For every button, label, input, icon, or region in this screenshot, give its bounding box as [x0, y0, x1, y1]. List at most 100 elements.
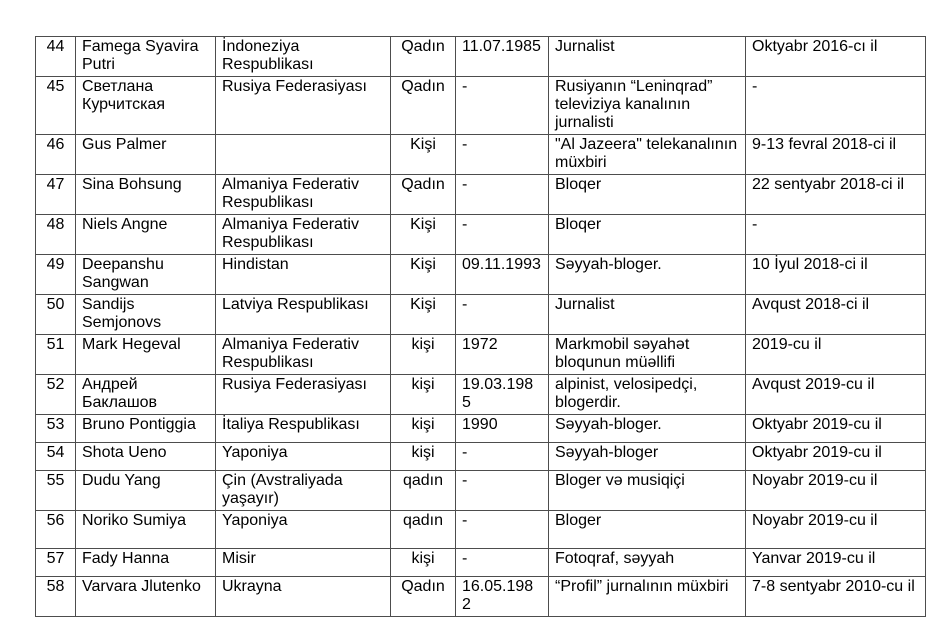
row-number: 45 — [35, 76, 76, 135]
person-country: İndoneziya Respublikası — [215, 36, 391, 77]
person-name: Niels Angne — [75, 214, 216, 255]
person-birthdate: - — [455, 174, 549, 215]
table-row: 50 Sandijs Semjonovs Latviya Respublikas… — [35, 294, 926, 335]
event-date: - — [745, 76, 926, 135]
persons-table: 44 Famega Syavira Putri İndoneziya Respu… — [35, 36, 926, 617]
person-country: Rusiya Federasiyası — [215, 76, 391, 135]
person-name: Андрей Баклашов — [75, 374, 216, 415]
person-name: Noriko Sumiya — [75, 510, 216, 549]
row-number: 49 — [35, 254, 76, 295]
row-number: 57 — [35, 548, 76, 577]
person-occupation: Bloger — [548, 510, 746, 549]
person-gender: kişi — [390, 442, 456, 471]
table-row: 48 Niels Angne Almaniya Federativ Respub… — [35, 214, 926, 255]
person-birthdate: - — [455, 134, 549, 175]
event-date: Avqust 2019-cu il — [745, 374, 926, 415]
person-birthdate: - — [455, 510, 549, 549]
person-occupation: Markmobil səyahət bloqunun müəllifi — [548, 334, 746, 375]
event-date: Avqust 2018-ci il — [745, 294, 926, 335]
table-row: 53 Bruno Pontiggia İtaliya Respublikası … — [35, 414, 926, 443]
person-birthdate: - — [455, 442, 549, 471]
person-birthdate: - — [455, 548, 549, 577]
row-number: 52 — [35, 374, 76, 415]
row-number: 55 — [35, 470, 76, 511]
event-date: Oktyabr 2016-cı il — [745, 36, 926, 77]
person-country: Almaniya Federativ Respublikası — [215, 334, 391, 375]
row-number: 53 — [35, 414, 76, 443]
person-gender: Qadın — [390, 174, 456, 215]
person-country: Misir — [215, 548, 391, 577]
person-birthdate: 1990 — [455, 414, 549, 443]
person-country: Latviya Respublikası — [215, 294, 391, 335]
row-number: 48 — [35, 214, 76, 255]
person-occupation: Bloqer — [548, 214, 746, 255]
person-occupation: Səyyah-bloger — [548, 442, 746, 471]
event-date: Yanvar 2019-cu il — [745, 548, 926, 577]
table-row: 47 Sina Bohsung Almaniya Federativ Respu… — [35, 174, 926, 215]
person-occupation: Səyyah-bloger. — [548, 254, 746, 295]
event-date: 22 sentyabr 2018-ci il — [745, 174, 926, 215]
person-occupation: Səyyah-bloger. — [548, 414, 746, 443]
person-name: Gus Palmer — [75, 134, 216, 175]
event-date: 10 İyul 2018-ci il — [745, 254, 926, 295]
person-birthdate: - — [455, 76, 549, 135]
person-birthdate: 11.07.1985 — [455, 36, 549, 77]
event-date: Noyabr 2019-cu il — [745, 510, 926, 549]
person-occupation: Jurnalist — [548, 36, 746, 77]
event-date: 7-8 sentyabr 2010-cu il — [745, 576, 926, 617]
row-number: 56 — [35, 510, 76, 549]
person-country: Almaniya Federativ Respublikası — [215, 174, 391, 215]
person-name: Deepanshu Sangwan — [75, 254, 216, 295]
person-occupation: Bloger və musiqiçi — [548, 470, 746, 511]
person-occupation: Bloqer — [548, 174, 746, 215]
person-country: Rusiya Federasiyası — [215, 374, 391, 415]
event-date: 2019-cu il — [745, 334, 926, 375]
person-occupation: Fotoqraf, səyyah — [548, 548, 746, 577]
person-gender: Kişi — [390, 254, 456, 295]
person-name: Sandijs Semjonovs — [75, 294, 216, 335]
person-name: Sina Bohsung — [75, 174, 216, 215]
person-name: Varvara Jlutenko — [75, 576, 216, 617]
table-row: 54 Shota Ueno Yaponiya kişi - Səyyah-blo… — [35, 442, 926, 471]
row-number: 54 — [35, 442, 76, 471]
person-gender: kişi — [390, 414, 456, 443]
person-birthdate: 1972 — [455, 334, 549, 375]
event-date: - — [745, 214, 926, 255]
table-row: 55 Dudu Yang Çin (Avstraliyada yaşayır) … — [35, 470, 926, 511]
event-date: Oktyabr 2019-cu il — [745, 414, 926, 443]
person-country: Almaniya Federativ Respublikası — [215, 214, 391, 255]
person-country: Ukrayna — [215, 576, 391, 617]
person-country — [215, 134, 391, 175]
person-country: Hindistan — [215, 254, 391, 295]
person-gender: kişi — [390, 374, 456, 415]
table-row: 49 Deepanshu Sangwan Hindistan Kişi 09.1… — [35, 254, 926, 295]
table-row: 51 Mark Hegeval Almaniya Federativ Respu… — [35, 334, 926, 375]
table-body: 44 Famega Syavira Putri İndoneziya Respu… — [35, 36, 926, 617]
person-name: Светлана Курчитская — [75, 76, 216, 135]
person-birthdate: - — [455, 470, 549, 511]
person-country: Yaponiya — [215, 510, 391, 549]
person-gender: kişi — [390, 548, 456, 577]
table-row: 45 Светлана Курчитская Rusiya Federasiya… — [35, 76, 926, 135]
person-birthdate: 09.11.1993 — [455, 254, 549, 295]
person-country: İtaliya Respublikası — [215, 414, 391, 443]
person-occupation: Jurnalist — [548, 294, 746, 335]
person-gender: qadın — [390, 470, 456, 511]
person-name: Famega Syavira Putri — [75, 36, 216, 77]
event-date: Oktyabr 2019-cu il — [745, 442, 926, 471]
row-number: 46 — [35, 134, 76, 175]
person-birthdate: 19.03.1985 — [455, 374, 549, 415]
table-row: 52 Андрей Баклашов Rusiya Federasiyası k… — [35, 374, 926, 415]
person-country: Yaponiya — [215, 442, 391, 471]
person-gender: Qadın — [390, 36, 456, 77]
person-gender: Kişi — [390, 294, 456, 335]
person-gender: Kişi — [390, 214, 456, 255]
person-birthdate: 16.05.1982 — [455, 576, 549, 617]
table-row: 46 Gus Palmer Kişi - "Al Jazeera" teleka… — [35, 134, 926, 175]
person-occupation: "Al Jazeera" telekanalının müxbiri — [548, 134, 746, 175]
event-date: 9-13 fevral 2018-ci il — [745, 134, 926, 175]
person-name: Shota Ueno — [75, 442, 216, 471]
person-name: Dudu Yang — [75, 470, 216, 511]
person-gender: Qadın — [390, 576, 456, 617]
